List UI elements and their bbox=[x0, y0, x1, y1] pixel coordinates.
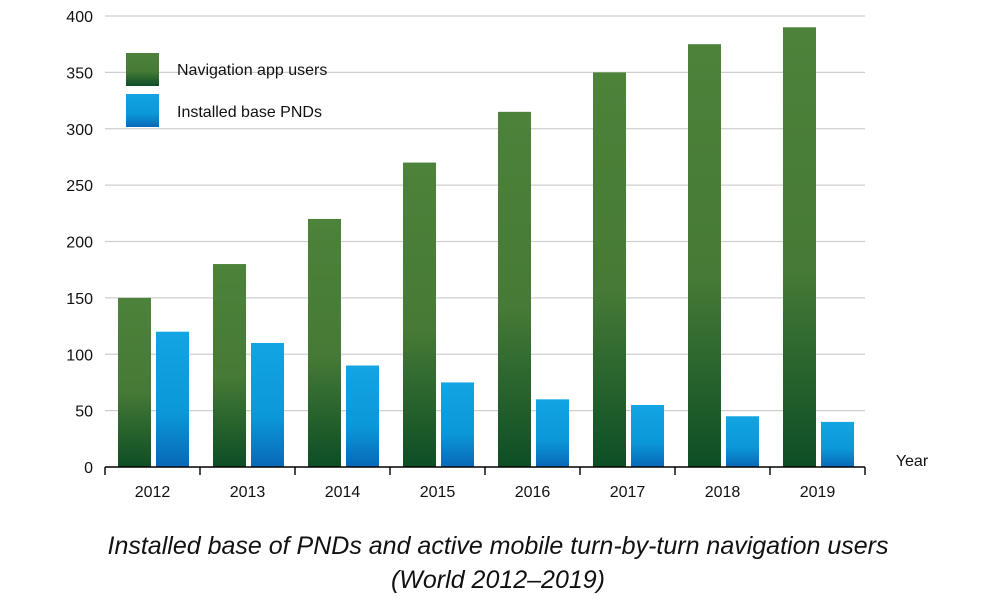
x-axis: 2012 2013 2014 2015 2016 2017 2018 2019 Year bbox=[104, 453, 929, 501]
bar-navigation-app-users-2018 bbox=[688, 44, 721, 467]
y-tick-label: 150 bbox=[66, 291, 93, 308]
x-tick-label: 2016 bbox=[515, 484, 551, 501]
y-tick-label: 0 bbox=[84, 460, 93, 477]
bars bbox=[118, 27, 854, 468]
bar-navigation-app-users-2016 bbox=[498, 111, 531, 468]
bar-navigation-app-users-2019 bbox=[783, 27, 816, 468]
legend-label-installed-base-pnds: Installed base PNDs bbox=[177, 104, 322, 121]
y-tick-label: 200 bbox=[66, 235, 93, 252]
y-tick-label: 100 bbox=[66, 347, 93, 364]
caption-subtitle: (World 2012–2019) bbox=[390, 566, 605, 594]
x-tick-label: 2019 bbox=[800, 484, 836, 501]
legend: Navigation app users Installed base PNDs bbox=[126, 53, 327, 127]
x-tick-label: 2018 bbox=[705, 484, 741, 501]
y-tick-label: 400 bbox=[66, 9, 93, 26]
y-tick-label: 300 bbox=[66, 122, 93, 139]
bar-navigation-app-users-2013 bbox=[213, 264, 246, 467]
x-tick-label: 2015 bbox=[420, 484, 456, 501]
bar-navigation-app-users-2014 bbox=[308, 218, 341, 467]
bar-installed-base-pnds-2018 bbox=[726, 416, 759, 467]
legend-label-navigation-app-users: Navigation app users bbox=[177, 62, 327, 79]
bar-installed-base-pnds-2017 bbox=[631, 404, 664, 467]
legend-swatch-navigation-app-users bbox=[126, 53, 159, 86]
bar-installed-base-pnds-2016 bbox=[536, 399, 569, 467]
x-tick-label: 2017 bbox=[610, 484, 646, 501]
bar-installed-base-pnds-2014 bbox=[346, 365, 379, 467]
x-axis-title: Year bbox=[896, 453, 929, 470]
bar-navigation-app-users-2017 bbox=[593, 72, 626, 467]
legend-swatch-installed-base-pnds bbox=[126, 94, 159, 127]
y-tick-label: 50 bbox=[75, 404, 93, 421]
y-axis: 0 50 100 150 200 250 300 350 400 bbox=[66, 9, 93, 477]
bar-installed-base-pnds-2019 bbox=[821, 421, 854, 467]
bar-installed-base-pnds-2012 bbox=[156, 331, 189, 467]
x-tick-label: 2013 bbox=[230, 484, 266, 501]
x-tick-label: 2014 bbox=[325, 484, 361, 501]
y-tick-label: 350 bbox=[66, 65, 93, 82]
bar-installed-base-pnds-2013 bbox=[251, 342, 284, 467]
bar-navigation-app-users-2015 bbox=[403, 162, 436, 467]
bar-navigation-app-users-2012 bbox=[118, 297, 151, 467]
y-tick-label: 250 bbox=[66, 178, 93, 195]
x-tick-label: 2012 bbox=[135, 484, 171, 501]
bar-installed-base-pnds-2015 bbox=[441, 382, 474, 467]
caption-title: Installed base of PNDs and active mobile… bbox=[107, 532, 889, 560]
